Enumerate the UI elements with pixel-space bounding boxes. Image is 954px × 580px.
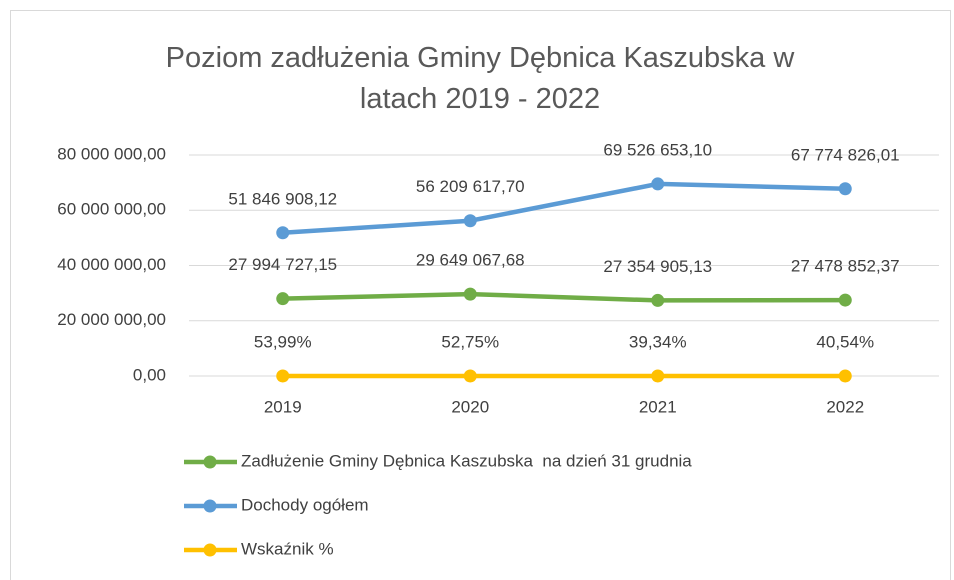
legend-label: Wskaźnik % bbox=[241, 539, 334, 558]
data-point bbox=[838, 369, 852, 383]
x-tick-label: 2021 bbox=[639, 397, 677, 416]
series-line bbox=[280, 181, 848, 236]
data-point bbox=[276, 292, 290, 306]
data-point bbox=[651, 177, 665, 191]
y-tick-label: 60 000 000,00 bbox=[57, 200, 166, 219]
x-tick-label: 2020 bbox=[451, 397, 489, 416]
data-point bbox=[463, 287, 477, 301]
data-point bbox=[276, 226, 290, 240]
y-tick-label: 80 000 000,00 bbox=[57, 144, 166, 163]
data-label: 27 478 852,37 bbox=[791, 257, 900, 276]
data-point bbox=[838, 182, 852, 196]
data-point bbox=[651, 293, 665, 307]
data-label: 69 526 653,10 bbox=[603, 140, 712, 159]
legend-marker bbox=[203, 455, 217, 469]
data-label: 53,99% bbox=[254, 332, 312, 351]
data-label: 67 774 826,01 bbox=[791, 145, 900, 164]
x-tick-label: 2019 bbox=[264, 397, 302, 416]
data-label: 52,75% bbox=[441, 332, 499, 351]
legend-label: Dochody ogółem bbox=[241, 495, 369, 514]
data-label: 29 649 067,68 bbox=[416, 251, 525, 270]
y-tick-label: 40 000 000,00 bbox=[57, 255, 166, 274]
data-point bbox=[463, 369, 477, 383]
y-tick-label: 0,00 bbox=[133, 365, 166, 384]
x-tick-label: 2022 bbox=[826, 397, 864, 416]
data-point bbox=[463, 214, 477, 228]
series-line bbox=[280, 291, 848, 303]
y-tick-label: 20 000 000,00 bbox=[57, 310, 166, 329]
data-label: 51 846 908,12 bbox=[228, 189, 337, 208]
legend-marker bbox=[203, 499, 217, 513]
data-label: 27 994 727,15 bbox=[228, 255, 337, 274]
data-label: 40,54% bbox=[816, 332, 874, 351]
data-label: 39,34% bbox=[629, 332, 687, 351]
data-point bbox=[838, 293, 852, 307]
legend-label: Zadłużenie Gminy Dębnica Kaszubska na dz… bbox=[241, 451, 692, 470]
legend-marker bbox=[203, 543, 217, 557]
chart-title: Poziom zadłużenia Gminy Dębnica Kaszubsk… bbox=[165, 42, 795, 115]
data-label: 27 354 905,13 bbox=[603, 257, 712, 276]
data-point bbox=[276, 369, 290, 383]
data-label: 56 209 617,70 bbox=[416, 177, 525, 196]
chart-border bbox=[10, 10, 951, 580]
data-point bbox=[651, 369, 665, 383]
